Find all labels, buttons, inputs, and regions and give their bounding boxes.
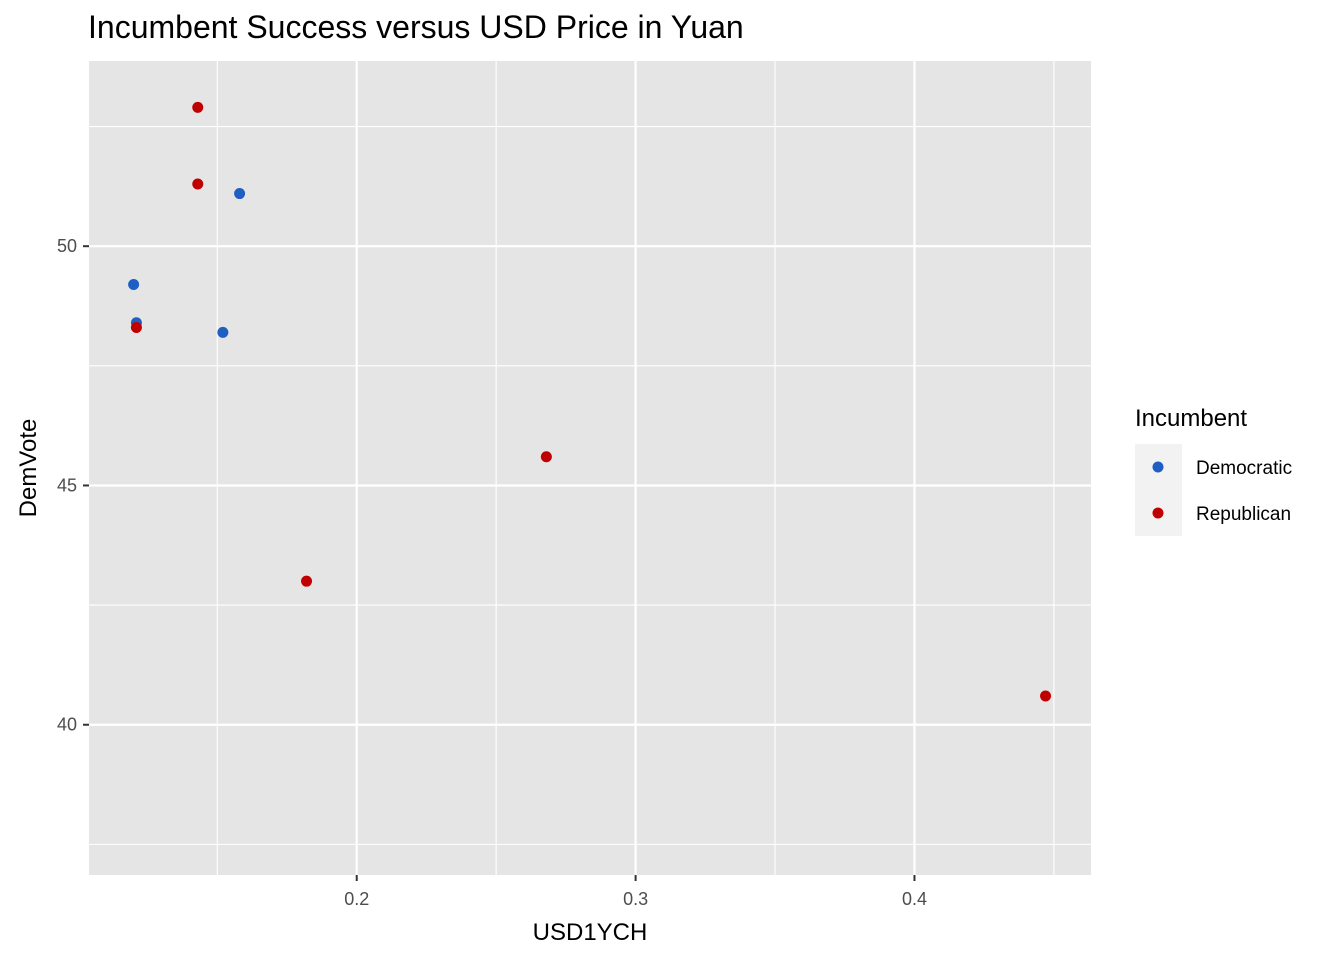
- major-gridlines: [89, 61, 1091, 875]
- data-point-democratic: [217, 326, 229, 338]
- legend-label-democratic: Democratic: [1196, 458, 1292, 479]
- chart-title: Incumbent Success versus USD Price in Yu…: [88, 9, 744, 45]
- data-point-republican: [1040, 690, 1052, 702]
- legend-key-republican: [1152, 507, 1164, 519]
- data-point-democratic: [234, 188, 246, 200]
- legend-key-background: [1135, 444, 1182, 536]
- data-point-republican: [192, 101, 204, 113]
- y-tick-label: 40: [57, 715, 77, 735]
- y-axis-title: DemVote: [15, 419, 42, 518]
- legend-label-republican: Republican: [1196, 504, 1291, 525]
- legend: Incumbent Democratic Republican: [1135, 405, 1292, 536]
- data-point-democratic: [128, 278, 140, 290]
- legend-title: Incumbent: [1135, 405, 1247, 432]
- data-point-republican: [192, 178, 204, 190]
- y-tick-label: 50: [57, 236, 77, 256]
- data-point-republican: [301, 575, 313, 587]
- plot-panel: [89, 61, 1091, 875]
- x-axis-title: USD1YCH: [533, 919, 648, 946]
- legend-key-democratic: [1152, 461, 1164, 473]
- data-point-republican: [540, 451, 552, 463]
- axis-ticks: 0.2 0.3 0.4 40 45 50: [57, 236, 927, 909]
- minor-gridlines: [89, 61, 1091, 875]
- x-tick-label: 0.2: [344, 889, 369, 909]
- data-points: [128, 101, 1052, 702]
- data-point-republican: [130, 322, 142, 334]
- y-tick-label: 45: [57, 475, 77, 495]
- x-tick-label: 0.4: [902, 889, 927, 909]
- x-tick-label: 0.3: [623, 889, 648, 909]
